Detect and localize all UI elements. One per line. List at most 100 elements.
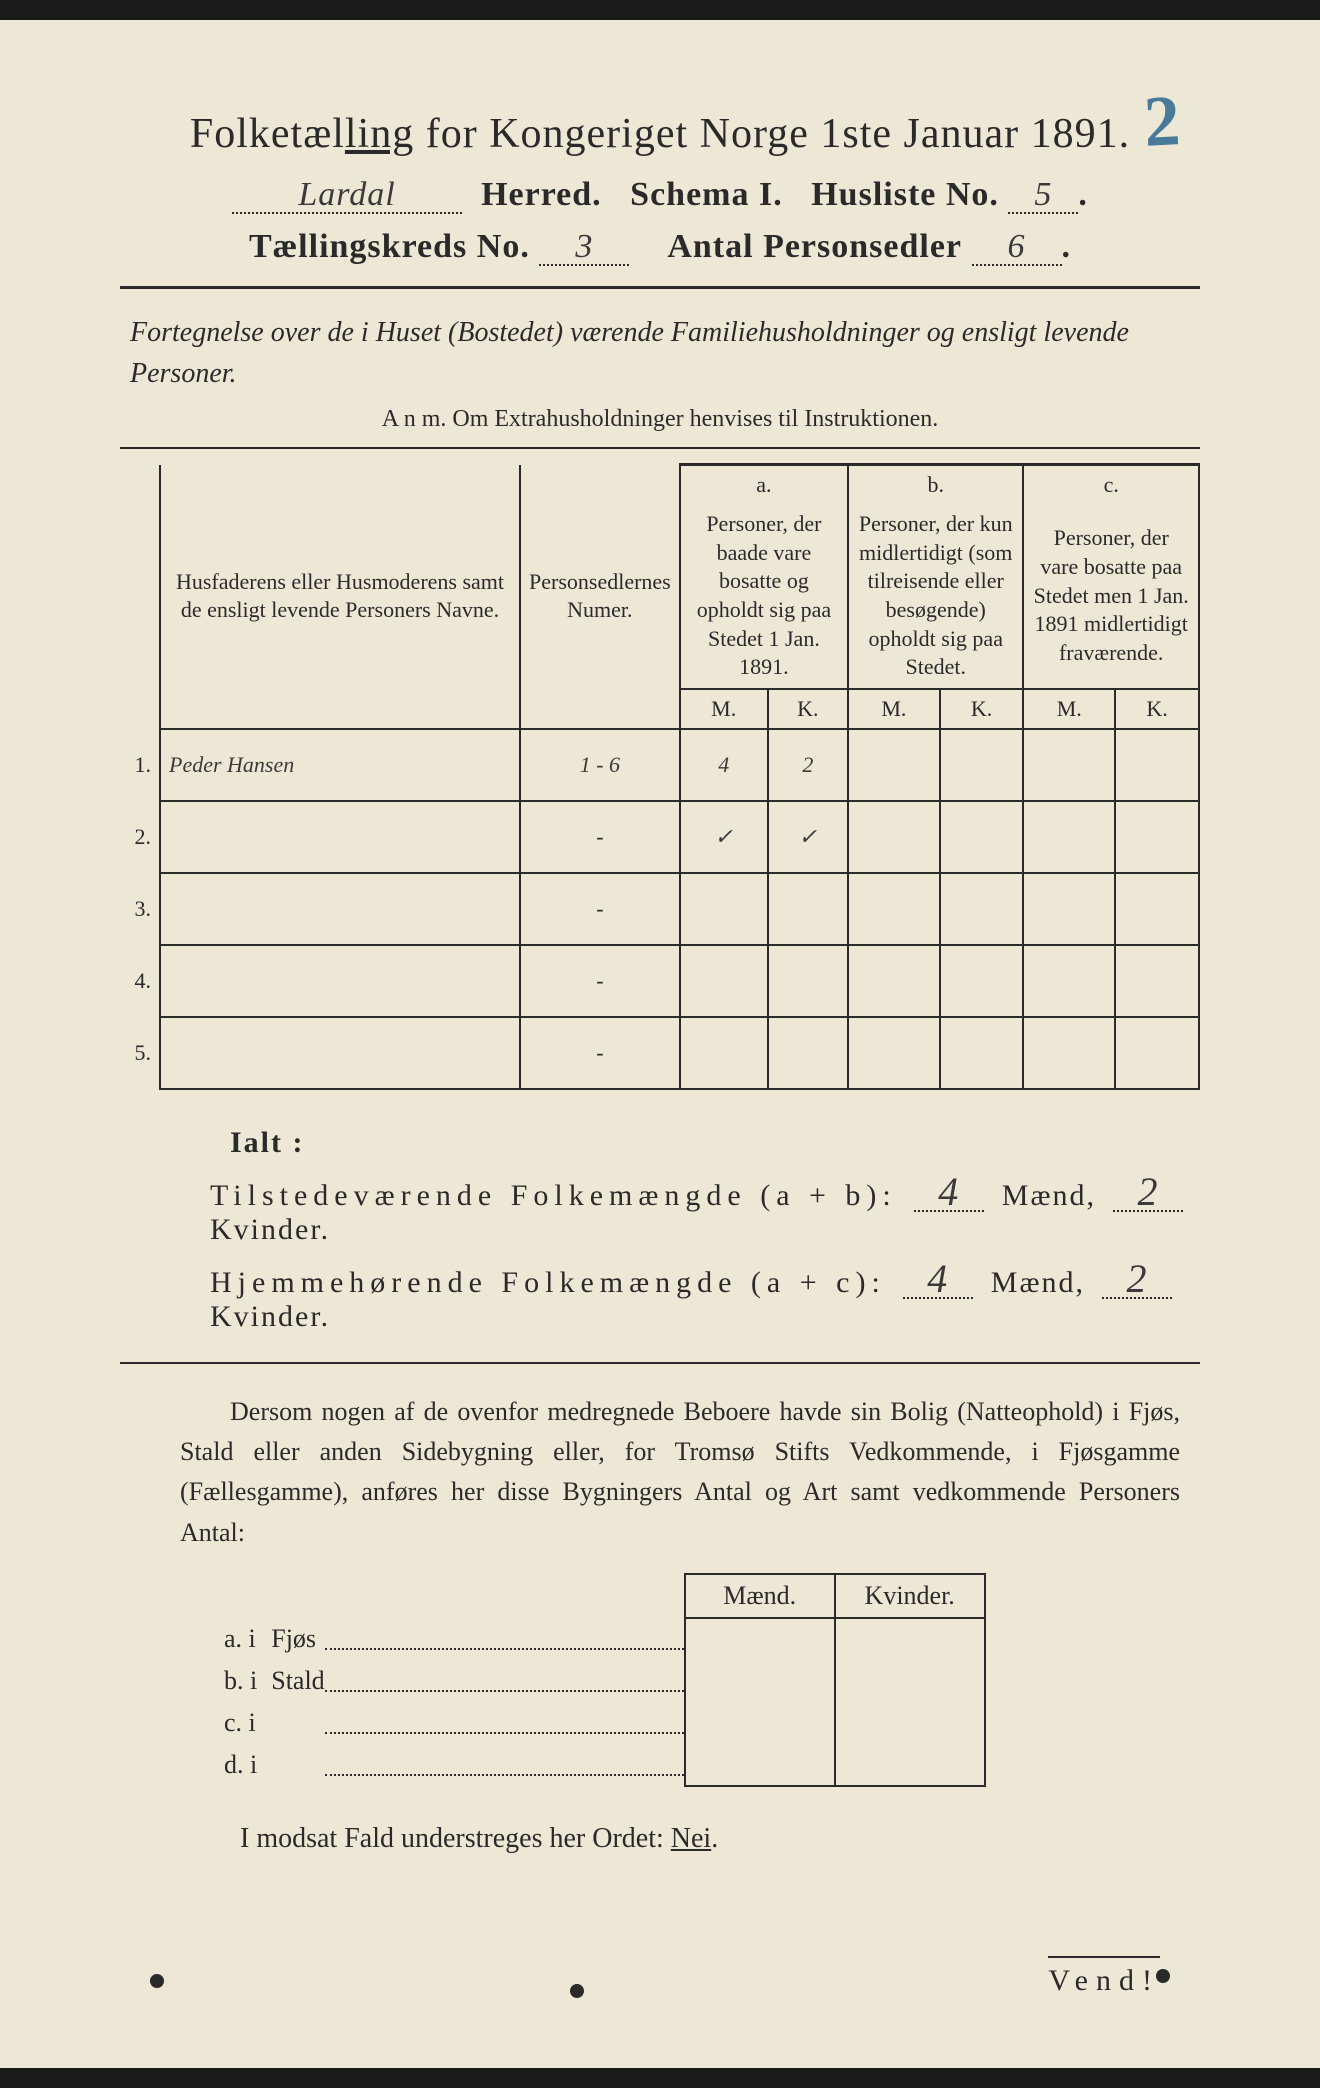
sub-m-cell [685,1744,835,1786]
a-k-cell [768,1017,848,1089]
sub-table-row: a. iFjøs [210,1618,985,1660]
row-number: 1. [120,729,160,801]
row-number: 5. [120,1017,160,1089]
row-number: 4. [120,945,160,1017]
sub-head-m: Mænd. [685,1574,835,1618]
sub-head-k: Kvinder. [835,1574,985,1618]
b-k-cell [940,729,1024,801]
name-cell [160,1017,520,1089]
col-c: c. [1104,472,1119,497]
a-m-cell [680,1017,768,1089]
c-m-cell [1023,873,1115,945]
col-a: a. [756,472,771,497]
a-k-cell: 2 [768,729,848,801]
row-number: 2. [120,801,160,873]
numer-cell: - [520,873,680,945]
tilstede-k: 2 [1113,1174,1183,1212]
husliste-label: Husliste No. [811,176,999,213]
anm-note: A n m. Om Extrahusholdninger henvises ti… [120,406,1200,433]
vend-label: Vend! [1048,1956,1160,1998]
schema-label: Schema I. [630,176,783,213]
sub-row-letter: c. i [210,1702,257,1744]
a-m-cell [680,945,768,1017]
a-m-cell [680,873,768,945]
sub-row-type: Stald [257,1660,324,1702]
husliste-value: 5 [1008,178,1078,214]
col-m: M. [848,689,940,729]
table-row: 1.Peder Hansen1 - 642 [120,729,1199,801]
name-cell [160,945,520,1017]
sub-k-cell [835,1618,985,1660]
b-k-cell [940,945,1024,1017]
col-numer-header: Personsedlernes Numer. [529,569,671,623]
sub-table: Mænd. Kvinder. a. iFjøsb. iStaldc. id. i [210,1573,986,1787]
sub-k-cell [835,1702,985,1744]
herred-label: Herred. [481,176,602,213]
herred-value: Lardal [232,178,462,214]
c-m-cell [1023,801,1115,873]
main-title: Folketælling for Kongeriget Norge 1ste J… [120,110,1200,158]
paragraph: Dersom nogen af de ovenfor medregnede Be… [180,1392,1180,1553]
sub-row-letter: d. i [210,1744,257,1786]
numer-cell: - [520,801,680,873]
ialt-label: Ialt : [230,1126,305,1159]
b-m-cell [848,801,940,873]
c-m-cell [1023,945,1115,1017]
col-m: M. [680,689,768,729]
c-k-cell [1115,873,1199,945]
table-row: 4.- [120,945,1199,1017]
hole-mark [1156,1969,1170,1983]
b-k-cell [940,873,1024,945]
sub-table-row: d. i [210,1744,985,1786]
col-c-desc: Personer, der vare bosatte paa Stedet me… [1034,525,1189,664]
col-k: K. [768,689,848,729]
nei-prefix: I modsat Fald understreges her Ordet: [240,1823,671,1854]
kvinder-label: Kvinder. [210,1213,330,1246]
title-underlined: ling [345,111,414,157]
divider [120,1362,1200,1364]
b-m-cell [848,945,940,1017]
sub-m-cell [685,1618,835,1660]
a-k-cell [768,945,848,1017]
antal-value: 6 [972,230,1062,266]
hole-mark [570,1984,584,1998]
header-line-3: Tællingskreds No. 3 Antal Personsedler 6… [120,228,1200,266]
document-page: 2 Folketælling for Kongeriget Norge 1ste… [0,20,1320,2068]
kreds-label: Tællingskreds No. [249,228,530,265]
nei-line: I modsat Fald understreges her Ordet: Ne… [240,1823,1200,1855]
sub-row-letter: a. i [210,1618,257,1660]
subtitle: Fortegnelse over de i Huset (Bostedet) v… [130,313,1190,394]
hole-mark [150,1974,164,1988]
sub-table-row: c. i [210,1702,985,1744]
hjemme-label: Hjemmehørende Folkemængde (a + c): [210,1266,886,1299]
name-cell [160,801,520,873]
divider [120,447,1200,449]
table-row: 2.-✓✓ [120,801,1199,873]
numer-cell: - [520,1017,680,1089]
header-line-2: Lardal Herred. Schema I. Husliste No. 5. [120,176,1200,214]
c-k-cell [1115,801,1199,873]
col-m: M. [1023,689,1115,729]
antal-label: Antal Personsedler [667,228,962,265]
divider [120,286,1200,289]
kreds-value: 3 [539,230,629,266]
hjemme-k: 2 [1102,1261,1172,1299]
row-number: 3. [120,873,160,945]
sub-m-cell [685,1660,835,1702]
col-k: K. [940,689,1024,729]
sub-row-dots [325,1660,685,1702]
table-row: 3. - [120,873,1199,945]
tilstede-label: Tilstedeværende Folkemængde (a + b): [210,1179,897,1212]
c-k-cell [1115,945,1199,1017]
name-cell: Peder Hansen [160,729,520,801]
b-m-cell [848,729,940,801]
name-cell [160,873,520,945]
b-m-cell [848,873,940,945]
maend-label: Mænd, [991,1266,1085,1299]
title-prefix: Folketæl [190,111,345,157]
c-k-cell [1115,729,1199,801]
sub-k-cell [835,1660,985,1702]
c-m-cell [1023,729,1115,801]
col-b: b. [928,472,945,497]
table-row: 5. - [120,1017,1199,1089]
